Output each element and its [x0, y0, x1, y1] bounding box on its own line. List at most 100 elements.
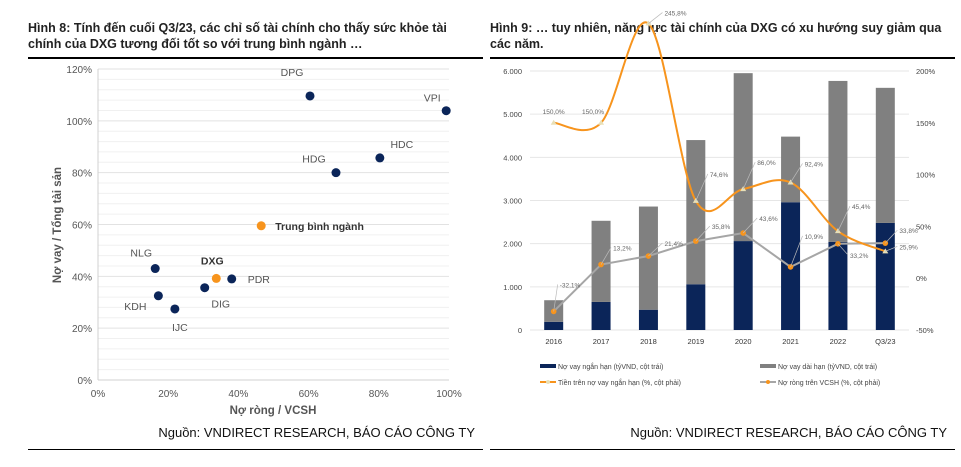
combo-x-tick-label: 2018: [640, 337, 657, 346]
combo-right-tick-label: 100%: [916, 171, 936, 180]
cash-to-short-debt-marker: [598, 119, 605, 125]
bar-long-term-debt: [875, 87, 895, 223]
bar-short-term-debt: [828, 241, 848, 330]
legend-label: Nợ ròng trên VCSH (%, cột phải): [778, 380, 880, 387]
scatter-x-tick-label: 0%: [91, 389, 106, 400]
data-label-leader: [648, 12, 663, 24]
legend-swatch: [760, 364, 776, 368]
scatter-x-axis-label: Nợ ròng / VCSH: [230, 405, 317, 417]
cash-to-short-debt-marker: [882, 248, 889, 254]
scatter-y-tick-label: 100%: [66, 117, 92, 128]
scatter-point-label: KDH: [124, 301, 146, 313]
data-label-leader: [695, 173, 709, 202]
right-source: Nguồn: VNDIRECT RESEARCH, BÁO CÁO CÔNG T…: [630, 425, 947, 440]
left-source: Nguồn: VNDIRECT RESEARCH, BÁO CÁO CÔNG T…: [158, 425, 475, 440]
net-debt-equity-data-label: 43,6%: [759, 216, 778, 223]
combo-x-tick-label: 2017: [593, 337, 610, 346]
scatter-x-tick-label: 100%: [436, 389, 462, 400]
bar-long-term-debt: [733, 73, 753, 242]
scatter-y-tick-label: 20%: [72, 324, 92, 335]
data-label-leader: [600, 247, 612, 265]
left-bottom-rule: [28, 449, 483, 450]
right-figure-title: Hình 9: … tuy nhiên, năng lực tài chính …: [490, 21, 942, 51]
right-bottom-rule: [490, 449, 955, 450]
scatter-point-dig: [200, 283, 210, 293]
bar-short-term-debt: [544, 321, 564, 330]
combo-right-tick-label: 50%: [916, 222, 931, 231]
net-debt-equity-line: [552, 231, 886, 313]
cash-to-short-debt-data-label: 92,4%: [805, 161, 824, 168]
legend-marker: [766, 380, 770, 384]
legend-marker: [546, 380, 550, 384]
combo-x-tick-label: 2016: [545, 337, 562, 346]
data-label-leader: [885, 229, 898, 244]
right-title-rule: [490, 57, 955, 59]
bar-short-term-debt: [875, 222, 895, 330]
scatter-y-tick-label: 40%: [72, 272, 92, 283]
combo-x-tick-label: 2019: [687, 337, 704, 346]
bar-long-term-debt: [828, 80, 848, 242]
scatter-point-label: HDC: [390, 139, 413, 151]
left-figure-title: Hình 8: Tính đến cuối Q3/23, các chỉ số …: [28, 21, 447, 51]
data-label-leader: [648, 242, 663, 257]
scatter-point-nlg: [150, 264, 160, 274]
cash-to-short-debt-marker: [645, 20, 652, 26]
scatter-point-pdr: [227, 274, 237, 284]
net-debt-equity-data-label: 33,2%: [850, 253, 869, 260]
scatter-point-label: HDG: [302, 154, 325, 166]
scatter-point-label: DPG: [281, 67, 304, 79]
cash-to-short-debt-data-label: 150,0%: [543, 109, 565, 116]
combo-left-tick-label: 3.000: [503, 197, 522, 206]
cash-to-short-debt-data-label: 74,6%: [710, 172, 729, 179]
data-label-leader: [742, 161, 756, 190]
scatter-y-axis-label: Nợ vay / Tổng tài sản: [52, 167, 64, 283]
cash-to-short-debt-data-label: 86,0%: [757, 160, 776, 167]
combo-x-tick-label: 2022: [830, 337, 847, 346]
net-debt-equity-data-label: 10,9%: [805, 234, 824, 241]
combo-x-tick-label: 2021: [782, 337, 799, 346]
legend-label: Nợ vay dài hạn (tỷVND, cột trái): [778, 364, 877, 371]
cash-to-short-debt-marker: [550, 119, 557, 125]
combo-left-tick-label: 5.000: [503, 110, 522, 119]
legend-label: Nợ vay ngắn hạn (tỷVND, cột trái): [558, 362, 663, 371]
combo-left-tick-label: 2.000: [503, 240, 522, 249]
net-debt-equity-data-label: 35,8%: [712, 224, 731, 231]
scatter-point-label: IJC: [172, 322, 188, 334]
combo-x-tick-label: Q3/23: [875, 337, 895, 346]
data-label-leader: [790, 163, 803, 183]
cash-to-short-debt-data-label: 45,4%: [852, 204, 871, 211]
bar-short-term-debt: [638, 309, 658, 330]
data-label-leader: [695, 225, 711, 242]
combo-left-tick-label: 0: [518, 326, 522, 335]
scatter-point-trung-bình-ngành: [256, 221, 266, 231]
combo-x-tick-label: 2020: [735, 337, 752, 346]
bar-long-term-debt: [686, 140, 706, 285]
net-debt-equity-data-label: 21,4%: [664, 241, 683, 248]
combo-left-tick-label: 4.000: [503, 153, 522, 162]
bar-short-term-debt: [591, 301, 611, 330]
net-debt-equity-marker: [598, 261, 604, 268]
scatter-x-tick-label: 20%: [158, 389, 178, 400]
legend-label: Tiền trên nợ vay ngắn hạn (%, cột phải): [558, 378, 681, 387]
data-label-leader: [553, 284, 559, 312]
scatter-point-kdh: [153, 291, 163, 301]
bar-short-term-debt: [686, 284, 706, 330]
scatter-x-tick-label: 80%: [369, 389, 389, 400]
combo-left-tick-label: 1.000: [503, 283, 522, 292]
scatter-y-tick-label: 0%: [78, 376, 93, 387]
scatter-point-label: NLG: [130, 248, 152, 260]
bar-long-term-debt: [591, 220, 611, 302]
combo-right-tick-label: -50%: [916, 326, 934, 335]
legend-swatch: [540, 364, 556, 368]
combo-right-tick-label: 150%: [916, 119, 936, 128]
scatter-y-tick-label: 80%: [72, 169, 92, 180]
scatter-point-vpi: [441, 106, 451, 116]
cash-to-short-debt-data-label: 150,0%: [582, 109, 604, 116]
combo-right-tick-label: 0%: [916, 274, 927, 283]
left-title-rule: [28, 57, 483, 59]
cash-to-short-debt-data-label: 245,8%: [664, 11, 686, 18]
scatter-y-tick-label: 120%: [66, 65, 92, 76]
cash-to-short-debt-line: [553, 21, 886, 253]
scatter-point-hdg: [331, 168, 341, 178]
combo-right-tick-label: 200%: [916, 67, 936, 76]
